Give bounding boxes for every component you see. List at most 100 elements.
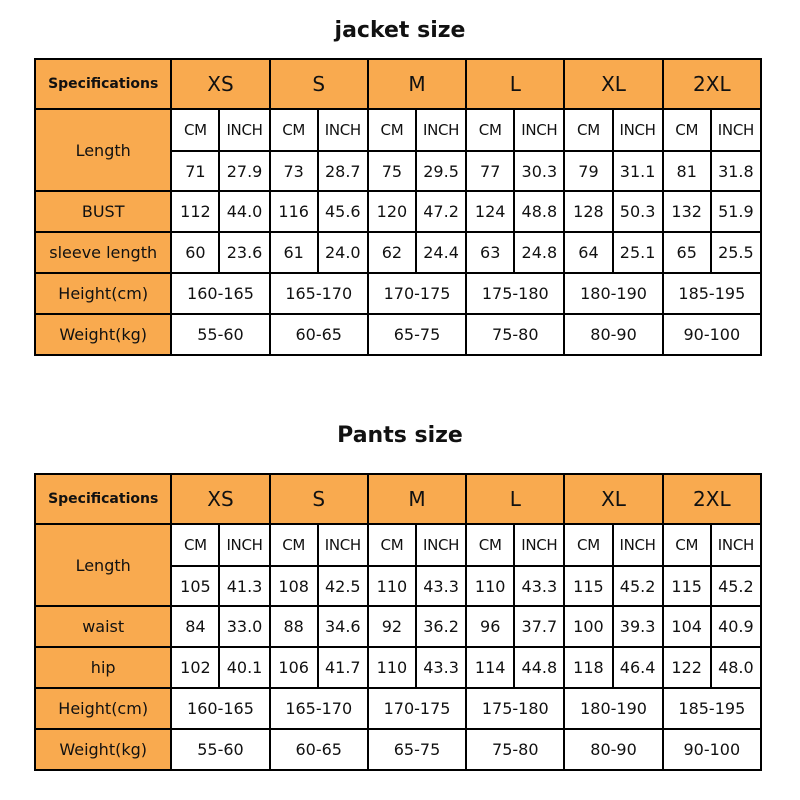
range-row: Height(cm) 160-165 165-170 170-175 175-180 18… [33,272,763,315]
value-inch: 45.6 [316,190,369,233]
length-inch: 42.5 [316,565,369,607]
length-inch: 43.3 [414,565,468,607]
range-value: 55-60 [170,728,271,771]
length-inch: 45.2 [611,565,664,607]
unit-inch: INCH [218,108,271,152]
measure-label: sleeve length [33,231,173,274]
size-header-2xl: 2XL [661,58,763,110]
unit-cm: CM [366,108,418,152]
measure-label: hip [33,646,173,689]
value-cm: 88 [268,605,319,648]
value-inch: 36.2 [414,605,468,648]
length-cm: 105 [170,565,221,607]
value-cm: 102 [170,646,221,689]
value-cm: 124 [465,190,516,233]
measure-row: hip 102 40.1 106 41.7 110 43.3 114 44.8 118 46.4 12… [33,646,763,689]
unit-cm: CM [465,108,516,152]
length-cm: 110 [366,565,418,607]
range-value: 170-175 [366,687,468,730]
length-inch: 31.8 [709,150,763,192]
unit-cm: CM [366,523,418,567]
jacket-size-title: jacket size [334,18,466,43]
value-cm: 60 [170,231,221,274]
value-inch: 40.9 [709,605,763,648]
range-value: 80-90 [563,313,664,356]
length-inch: 29.5 [414,150,468,192]
range-row: Weight(kg) 55-60 60-65 65-75 75-80 80-90 90-10… [33,728,763,771]
value-inch: 23.6 [218,231,271,274]
value-inch: 44.8 [513,646,566,689]
specifications-header: Specifications [33,58,173,110]
length-cm: 77 [465,150,516,192]
value-cm: 62 [366,231,418,274]
length-inch: 41.3 [218,565,271,607]
unit-row: Length CM INCH CM INCH CM INCH CM INCH CM INCH CM IN… [33,523,763,607]
range-value: 60-65 [268,313,369,356]
pants-size-title: Pants size [337,423,463,448]
value-inch: 43.3 [414,646,468,689]
length-inch: 30.3 [513,150,566,192]
size-header-m: M [366,58,468,110]
length-cm: 73 [268,150,319,192]
pants-size-table: Specifications XS S M L XL 2XL Length CM INCH CM IN… [33,473,763,771]
range-label: Weight(kg) [33,728,173,771]
length-label: Length [33,523,173,607]
range-value: 90-100 [661,728,763,771]
jacket-size-table: Specifications XS S M L XL 2XL Length CM INCH CM IN… [33,58,763,356]
value-cm: 122 [661,646,712,689]
unit-cm: CM [268,108,319,152]
unit-inch: INCH [414,523,468,567]
range-label: Height(cm) [33,687,173,730]
range-value: 175-180 [465,272,566,315]
unit-inch: INCH [513,108,566,152]
length-inch: 31.1 [611,150,664,192]
unit-cm: CM [170,108,221,152]
value-inch: 37.7 [513,605,566,648]
value-cm: 84 [170,605,221,648]
unit-inch: INCH [611,108,664,152]
size-header-xs: XS [170,58,271,110]
range-value: 90-100 [661,313,763,356]
value-inch: 39.3 [611,605,664,648]
unit-cm: CM [465,523,516,567]
length-cm: 81 [661,150,712,192]
value-inch: 47.2 [414,190,468,233]
range-value: 165-170 [268,687,369,730]
unit-inch: INCH [709,523,763,567]
value-cm: 61 [268,231,319,274]
value-inch: 51.9 [709,190,763,233]
range-row: Height(cm) 160-165 165-170 170-175 175-180 18… [33,687,763,730]
range-value: 160-165 [170,687,271,730]
value-cm: 106 [268,646,319,689]
value-inch: 25.1 [611,231,664,274]
value-inch: 50.3 [611,190,664,233]
value-inch: 46.4 [611,646,664,689]
unit-cm: CM [563,523,614,567]
unit-inch: INCH [316,523,369,567]
range-value: 175-180 [465,687,566,730]
range-value: 185-195 [661,687,763,730]
length-label: Length [33,108,173,192]
value-cm: 92 [366,605,418,648]
length-cm: 115 [563,565,614,607]
value-cm: 96 [465,605,516,648]
length-cm: 110 [465,565,516,607]
value-inch: 25.5 [709,231,763,274]
value-cm: 65 [661,231,712,274]
size-header-xl: XL [563,473,664,525]
unit-inch: INCH [414,108,468,152]
range-label: Weight(kg) [33,313,173,356]
range-row: Weight(kg) 55-60 60-65 65-75 75-80 80-90 90-10… [33,313,763,356]
measure-row: BUST 112 44.0 116 45.6 120 47.2 124 48.8 128 50.3 1… [33,190,763,233]
unit-inch: INCH [218,523,271,567]
range-value: 75-80 [465,728,566,771]
size-header-xl: XL [563,58,664,110]
length-inch: 28.7 [316,150,369,192]
range-label: Height(cm) [33,272,173,315]
size-header-s: S [268,473,369,525]
value-inch: 33.0 [218,605,271,648]
measure-row: waist 84 33.0 88 34.6 92 36.2 96 37.7 100 39.3 104 4… [33,605,763,648]
length-cm: 115 [661,565,712,607]
value-cm: 132 [661,190,712,233]
unit-inch: INCH [611,523,664,567]
